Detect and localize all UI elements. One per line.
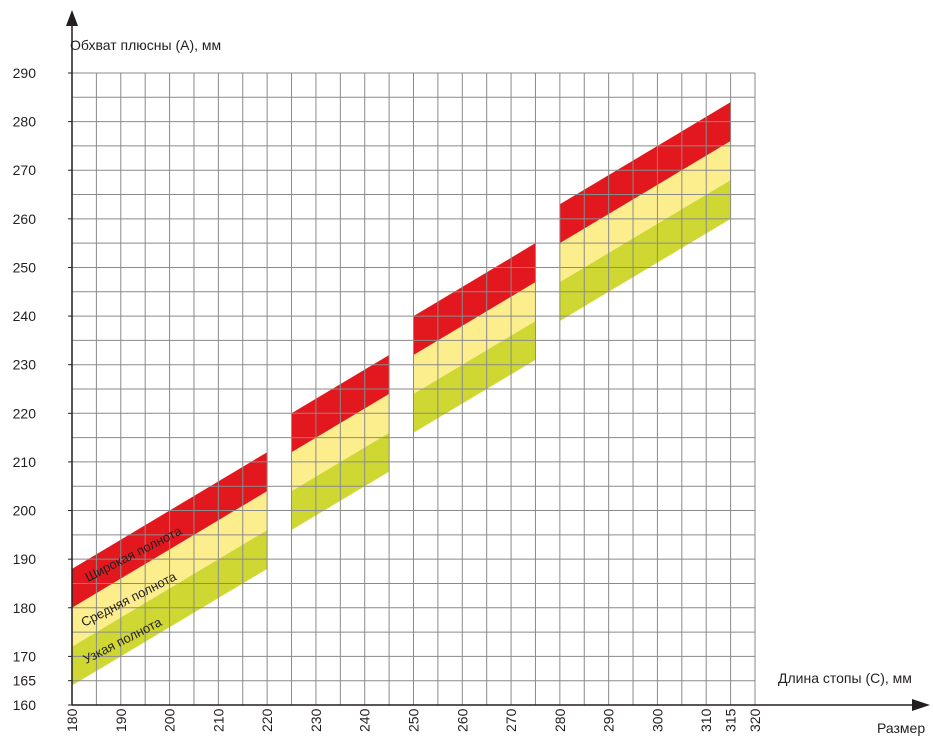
x-tick-label-315: 315 (723, 708, 739, 732)
y-tick-labels: 160 165 170 180 190 200 210 220 230 240 250 260 270 2… (13, 65, 72, 713)
x-tick-label-260: 260 (454, 708, 470, 732)
x-tick-label-180: 180 (64, 708, 80, 732)
x-tick-label-230: 230 (308, 708, 324, 732)
band-wide-segment-4 (559, 102, 731, 244)
y-tick-label-240: 240 (13, 308, 37, 324)
band-medium-segment-3 (413, 282, 536, 394)
y-tick-label-170: 170 (13, 648, 37, 664)
x-tick-label-310: 310 (698, 708, 714, 732)
y-tick-label-190: 190 (13, 551, 37, 567)
x-axis-arrow (912, 699, 930, 711)
x-tick-label-200: 200 (162, 708, 178, 732)
x-tick-label-250: 250 (406, 708, 422, 732)
x-tick-label-220: 220 (259, 708, 275, 732)
y-tick-label-250: 250 (13, 259, 37, 275)
x-tick-label-270: 270 (503, 708, 519, 732)
y-tick-label-165: 165 (13, 673, 37, 689)
y-tick-label-260: 260 (13, 211, 37, 227)
y-tick-label-290: 290 (13, 65, 37, 81)
y-tick-label-180: 180 (13, 600, 37, 616)
bands-layer (72, 102, 731, 686)
x-tick-label-210: 210 (210, 708, 226, 732)
y-tick-label-280: 280 (13, 114, 37, 130)
axes-layer (66, 10, 930, 711)
band-narrow-segment-3 (413, 320, 536, 433)
band-medium-segment-4 (559, 141, 731, 283)
y-tick-label-160: 160 (13, 697, 37, 713)
x-axis-secondary-title: Размер (877, 720, 925, 736)
y-axis-arrow (66, 10, 78, 26)
x-tick-label-190: 190 (113, 708, 129, 732)
x-axis-title: Длина стопы (С), мм (778, 670, 912, 686)
y-tick-label-270: 270 (13, 162, 37, 178)
x-tick-labels: 180 190 200 210 220 230 240 250 260 270 280 290 300 3… (64, 708, 763, 732)
x-tick-label-290: 290 (601, 708, 617, 732)
x-tick-label-300: 300 (649, 708, 665, 732)
y-tick-label-220: 220 (13, 405, 37, 421)
x-tick-label-320: 320 (747, 708, 763, 732)
y-tick-label-230: 230 (13, 357, 37, 373)
x-tick-label-240: 240 (357, 708, 373, 732)
band-wide-segment-3 (413, 243, 536, 355)
band-narrow-segment-4 (559, 179, 731, 321)
x-tick-label-280: 280 (552, 708, 568, 732)
y-tick-label-200: 200 (13, 503, 37, 519)
y-axis-title: Обхват плюсны (А), мм (70, 37, 221, 53)
y-tick-label-210: 210 (13, 454, 37, 470)
grid-layer (72, 72, 756, 705)
